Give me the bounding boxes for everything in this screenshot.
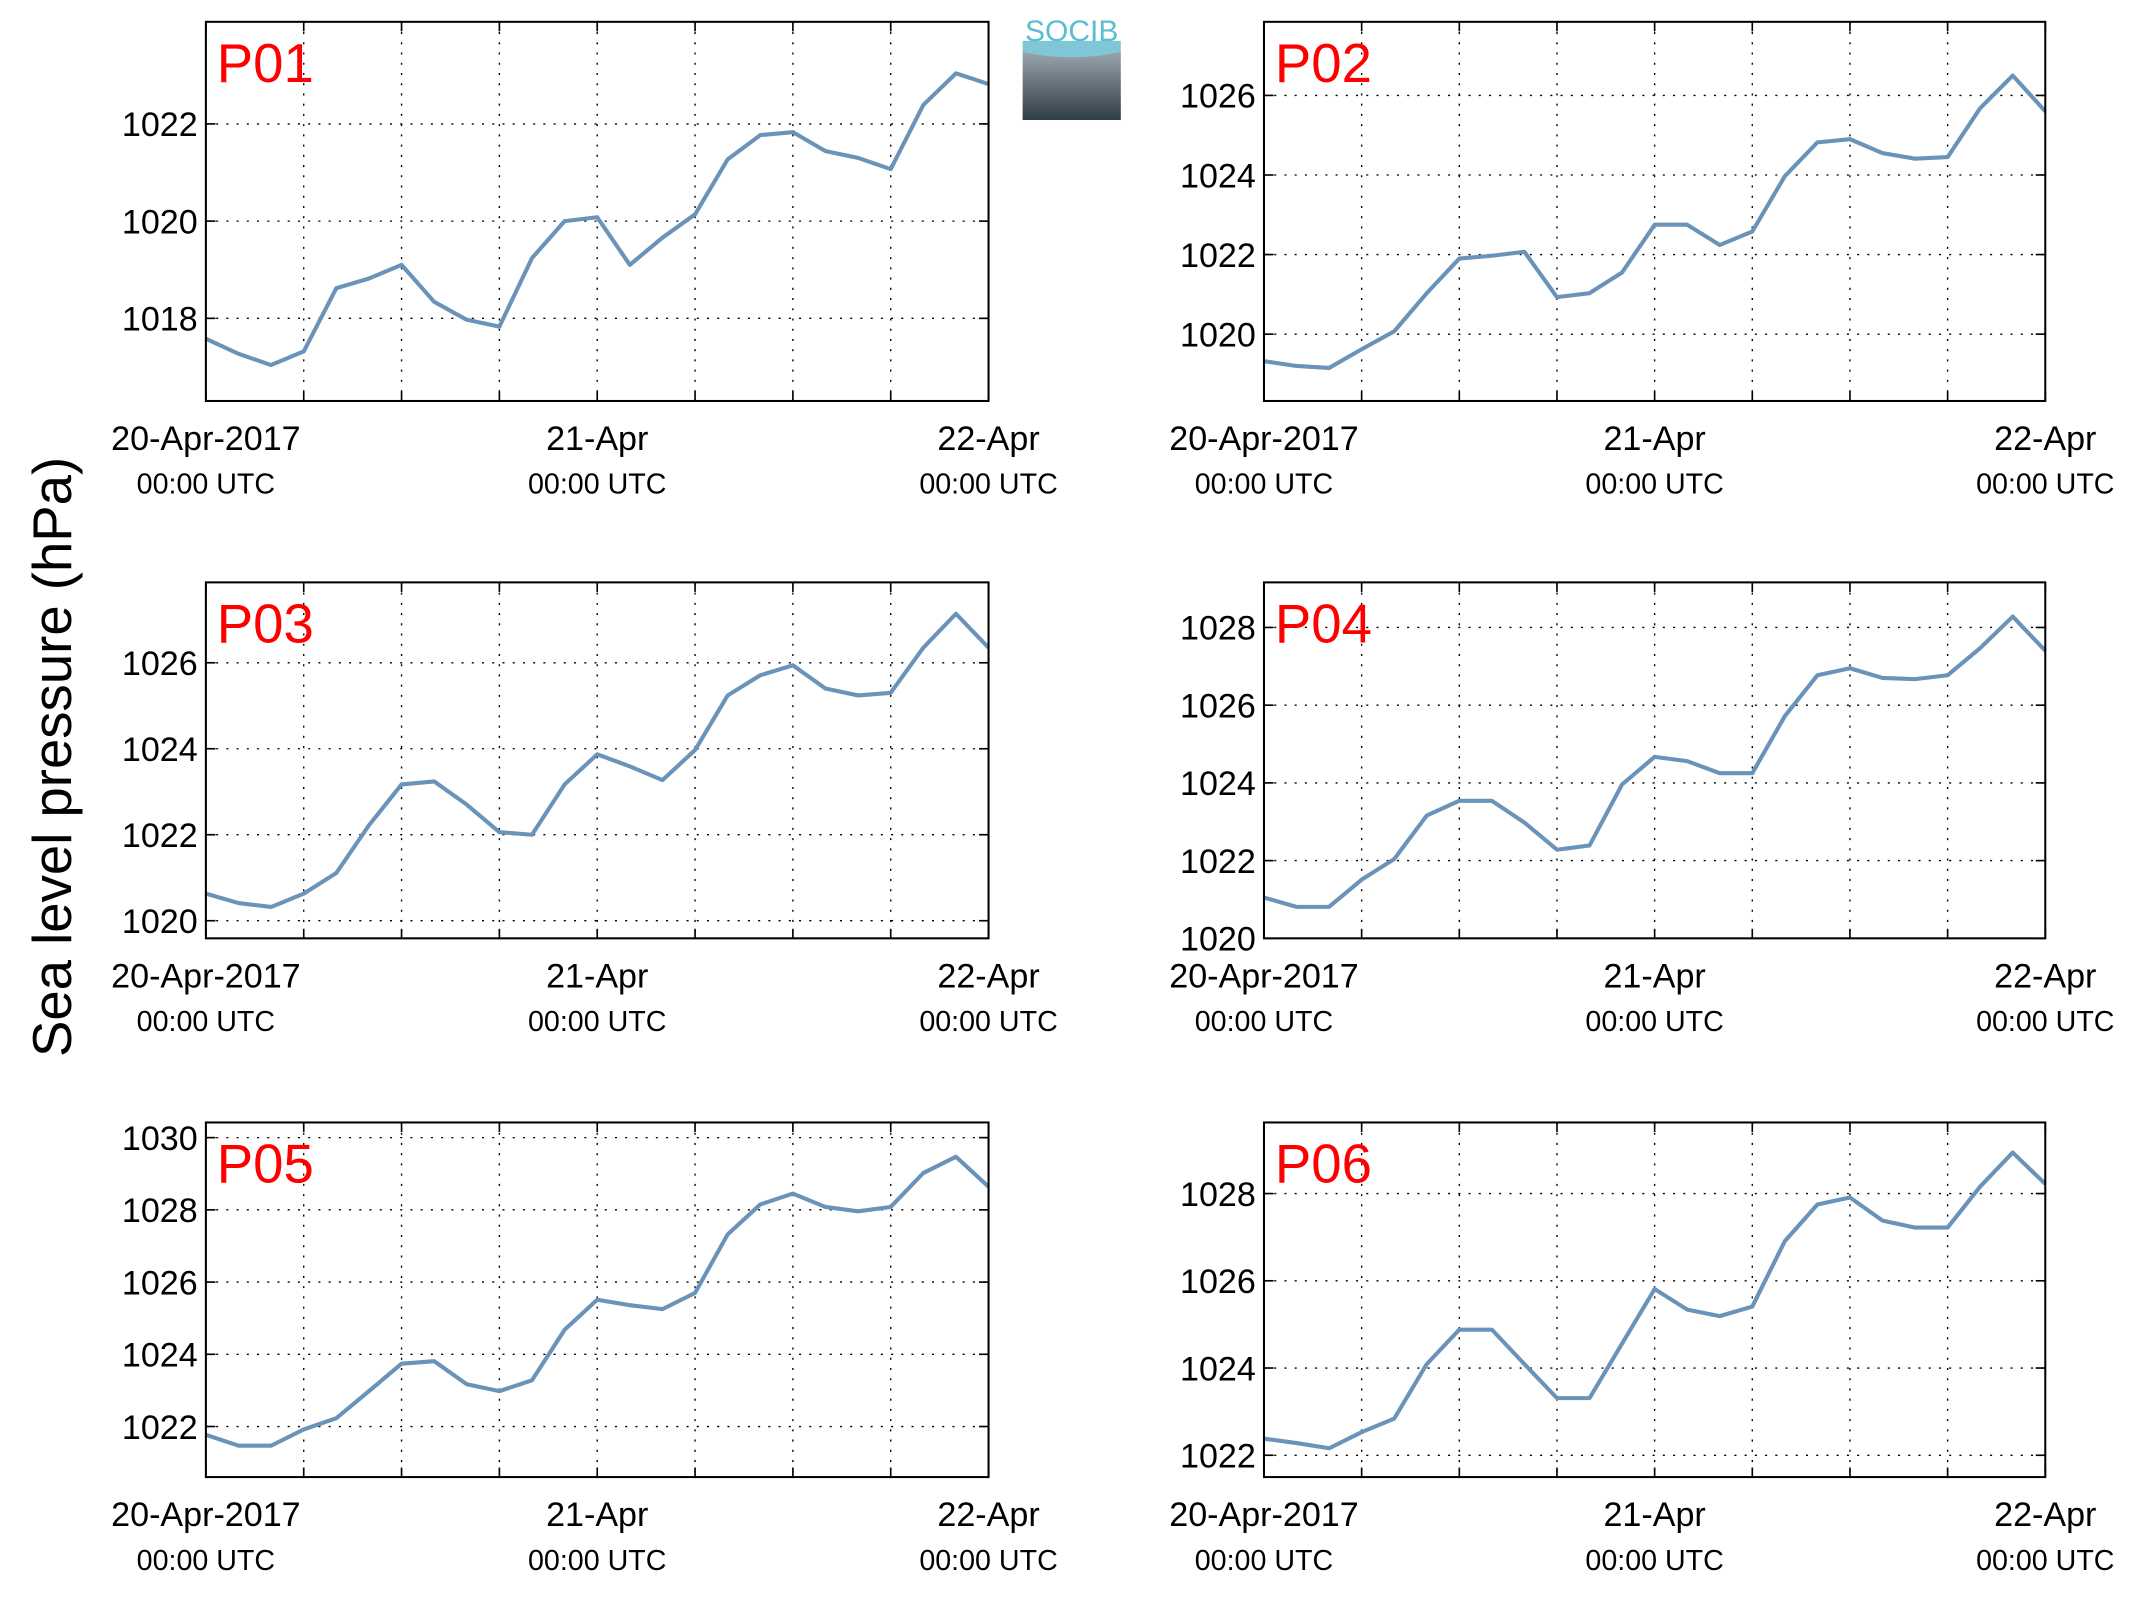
y-tick-label: 1022 xyxy=(122,106,198,144)
x-tick-label: 20-Apr-2017 xyxy=(111,420,300,458)
x-tick-label: 20-Apr-2017 xyxy=(1169,957,1358,995)
y-tick-label: 1024 xyxy=(122,731,198,769)
x-tick-label: 22-Apr xyxy=(937,1496,1039,1534)
data-line xyxy=(1263,73,2047,371)
data-line xyxy=(1263,614,2047,909)
x-tick-label: 20-Apr-2017 xyxy=(1169,420,1358,458)
x-tick-label: 22-Apr xyxy=(937,957,1039,995)
panel-title: P02 xyxy=(1275,33,1372,94)
y-tick-label: 1024 xyxy=(1180,1350,1256,1388)
x-tick-sublabel: 00:00 UTC xyxy=(1976,1006,2114,1038)
x-tick-sublabel: 00:00 UTC xyxy=(1585,1006,1723,1038)
x-tick-label: 21-Apr xyxy=(546,420,648,458)
x-tick-label: 21-Apr xyxy=(1603,1496,1705,1534)
panel: 1020 1022 1024 1026 20-Apr-2017 00:00 UTC 21-A… xyxy=(111,581,1058,1038)
panel: 1020 1022 1024 1026 1028 20-Apr-2017 00:00 UTC… xyxy=(1169,581,2114,1038)
y-tick-label: 1024 xyxy=(1180,157,1256,195)
logo-wave xyxy=(1022,40,1121,58)
y-tick-label: 1020 xyxy=(1180,921,1256,959)
logo-text: SOCIB xyxy=(1025,15,1118,48)
x-tick-sublabel: 00:00 UTC xyxy=(1585,1545,1723,1577)
y-tick-label: 1026 xyxy=(1180,687,1256,725)
x-tick-sublabel: 00:00 UTC xyxy=(528,469,666,501)
x-tick-label: 22-Apr xyxy=(1994,420,2096,458)
logo-box xyxy=(1022,51,1121,121)
x-tick-sublabel: 00:00 UTC xyxy=(919,1545,1057,1577)
x-tick-label: 21-Apr xyxy=(546,1496,648,1534)
plot-frame xyxy=(1262,581,2047,940)
x-tick-label: 22-Apr xyxy=(1994,1496,2096,1534)
logo: SOCIB xyxy=(1022,15,1121,121)
panel-title: P01 xyxy=(217,33,314,94)
data-line xyxy=(1263,1150,2047,1451)
y-tick-label: 1028 xyxy=(1180,610,1256,648)
data-line xyxy=(205,1154,990,1448)
x-tick-sublabel: 00:00 UTC xyxy=(1976,469,2114,501)
plot-frame xyxy=(204,20,990,402)
x-tick-sublabel: 00:00 UTC xyxy=(137,1006,275,1038)
x-tick-sublabel: 00:00 UTC xyxy=(919,1006,1057,1038)
y-tick-label: 1026 xyxy=(122,645,198,683)
x-tick-sublabel: 00:00 UTC xyxy=(1585,469,1723,501)
y-tick-label: 1018 xyxy=(122,301,198,339)
plot-frame xyxy=(204,1121,990,1479)
y-tick-label: 1022 xyxy=(1180,237,1256,275)
x-tick-sublabel: 00:00 UTC xyxy=(528,1006,666,1038)
x-tick-sublabel: 00:00 UTC xyxy=(1195,1006,1333,1038)
x-tick-sublabel: 00:00 UTC xyxy=(137,469,275,501)
x-tick-sublabel: 00:00 UTC xyxy=(137,1545,275,1577)
x-tick-label: 22-Apr xyxy=(937,420,1039,458)
panel-title: P03 xyxy=(217,593,314,654)
y-tick-label: 1020 xyxy=(122,903,198,941)
plot-frame xyxy=(204,581,990,940)
y-tick-label: 1022 xyxy=(1180,843,1256,881)
x-tick-label: 20-Apr-2017 xyxy=(1169,1496,1358,1534)
x-tick-sublabel: 00:00 UTC xyxy=(1976,1545,2114,1577)
y-tick-label: 1028 xyxy=(122,1192,198,1230)
x-tick-label: 20-Apr-2017 xyxy=(111,957,300,995)
x-tick-label: 20-Apr-2017 xyxy=(111,1496,300,1534)
plot-frame xyxy=(1262,20,2047,402)
y-tick-label: 1028 xyxy=(1180,1176,1256,1214)
x-tick-sublabel: 00:00 UTC xyxy=(1195,1545,1333,1577)
x-tick-label: 22-Apr xyxy=(1994,957,2096,995)
panel-title: P05 xyxy=(217,1133,314,1194)
x-tick-label: 21-Apr xyxy=(1603,420,1705,458)
panel: 1020 1022 1024 1026 20-Apr-2017 00:00 UTC 21-A… xyxy=(1169,20,2114,501)
panel: 1022 1024 1026 1028 20-Apr-2017 00:00 UTC 21-A… xyxy=(1169,1121,2114,1577)
y-tick-label: 1022 xyxy=(122,817,198,855)
y-tick-label: 1024 xyxy=(1180,765,1256,803)
x-tick-label: 21-Apr xyxy=(1603,957,1705,995)
panel-title: P06 xyxy=(1275,1133,1372,1194)
y-tick-label: 1020 xyxy=(1180,316,1256,354)
y-tick-label: 1026 xyxy=(1180,78,1256,116)
data-line xyxy=(205,611,991,910)
x-tick-label: 21-Apr xyxy=(546,957,648,995)
plot-frame xyxy=(1262,1121,2047,1479)
panel: 1018 1020 1022 20-Apr-2017 00:00 UTC 21-Apr 00… xyxy=(111,20,1058,501)
y-tick-label: 1022 xyxy=(1180,1438,1256,1476)
y-tick-label: 1030 xyxy=(122,1120,198,1158)
data-line xyxy=(205,71,990,368)
y-tick-label: 1022 xyxy=(122,1409,198,1447)
y-tick-label: 1026 xyxy=(122,1264,198,1302)
panel: 1022 1024 1026 1028 1030 20-Apr-2017 00:00 UTC… xyxy=(111,1120,1058,1577)
y-tick-label: 1026 xyxy=(1180,1263,1256,1301)
y-tick-label: 1020 xyxy=(122,203,198,241)
y-tick-label: 1024 xyxy=(122,1337,198,1375)
x-tick-sublabel: 00:00 UTC xyxy=(1195,469,1333,501)
x-tick-sublabel: 00:00 UTC xyxy=(528,1545,666,1577)
x-tick-sublabel: 00:00 UTC xyxy=(919,469,1057,501)
axis-label: Sea level pressure (hPa) xyxy=(22,457,83,1057)
panel-title: P04 xyxy=(1275,593,1372,654)
